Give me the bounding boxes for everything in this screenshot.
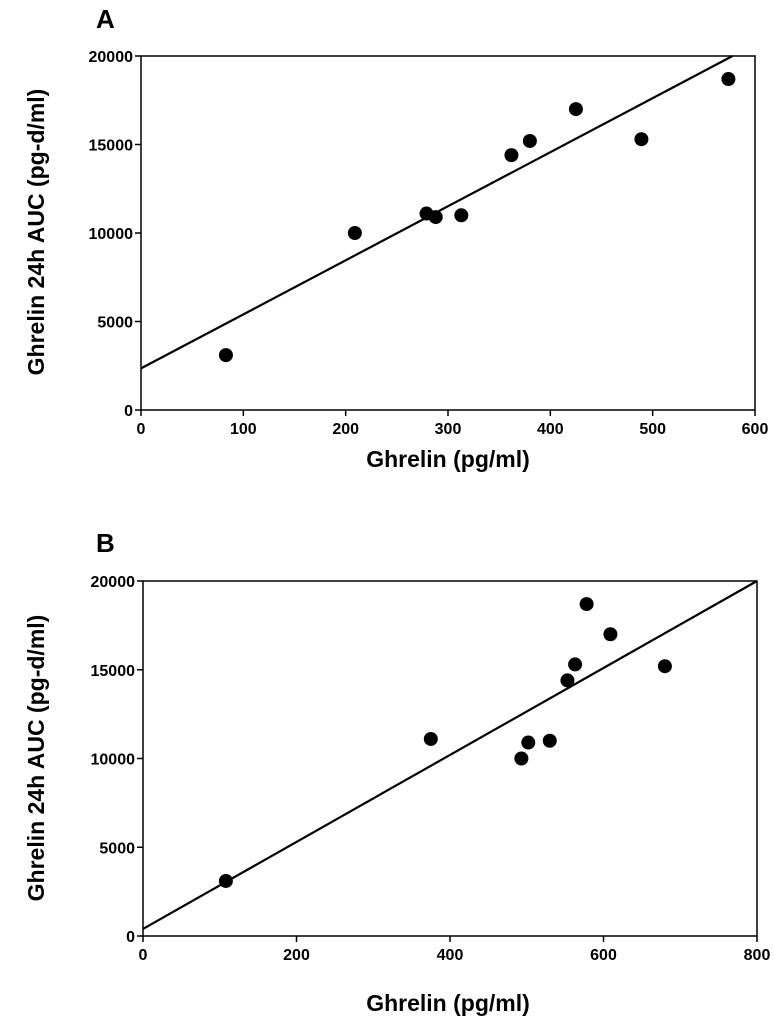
- panel-a-y-tick-label: 0: [124, 403, 133, 420]
- panel-a-data-point: [347, 226, 362, 240]
- panel-b-x-tick-label: 800: [744, 947, 771, 964]
- panel-a-x-tick-label: 100: [230, 421, 257, 438]
- panel-b-data-point: [542, 733, 557, 748]
- panel-a-x-tick-label: 300: [435, 421, 462, 438]
- panel-a: A 0 100 200 300 400 500 600 0 5000 10000 15000 200…: [23, 4, 768, 472]
- panel-a-data-point: [634, 132, 649, 147]
- panel-b-data-point: [423, 731, 438, 746]
- panel-b-y-ticks: 0 5000 10000 15000 20000: [91, 574, 143, 946]
- panel-b-x-tick-label: 400: [437, 947, 464, 964]
- panel-b-x-tick-label: 600: [590, 947, 617, 964]
- panel-b-y-tick-label: 0: [126, 929, 135, 946]
- panel-a-frame: [140, 55, 756, 411]
- panel-a-data-point: [504, 148, 519, 163]
- panel-a-data-point: [568, 102, 583, 117]
- panel-a-data-point: [721, 72, 736, 87]
- panel-a-x-tick-label: 400: [537, 421, 564, 438]
- panel-a-x-tick-label: 500: [639, 421, 666, 438]
- panel-b-data-point: [568, 657, 583, 672]
- panel-a-y-tick-label: 15000: [89, 138, 134, 155]
- panel-b: B 0 200 400 600 800 0 5000 10000 15000 20000 Ghr…: [23, 528, 770, 1016]
- panel-a-y-axis-title: Ghrelin 24h AUC (pg-d/ml): [23, 89, 49, 376]
- panel-b-points: [218, 597, 672, 888]
- panel-b-data-point: [579, 597, 594, 612]
- panel-b-label: B: [96, 528, 115, 558]
- panel-b-y-axis-title: Ghrelin 24h AUC (pg-d/ml): [23, 615, 49, 902]
- panel-b-data-point: [521, 735, 536, 750]
- panel-a-y-tick-label: 20000: [89, 49, 134, 66]
- panel-a-points: [218, 72, 736, 363]
- panel-b-data-point: [514, 751, 529, 766]
- panel-a-data-point: [218, 348, 233, 363]
- panel-b-y-tick-label: 10000: [91, 752, 136, 769]
- panel-a-x-ticks: 0 100 200 300 400 500 600: [137, 410, 769, 438]
- panel-b-x-tick-label: 0: [139, 947, 148, 964]
- panel-a-data-point: [454, 208, 469, 223]
- panel-a-x-tick-label: 600: [742, 421, 769, 438]
- panel-b-data-point: [560, 673, 575, 688]
- panel-a-x-tick-label: 0: [137, 421, 146, 438]
- panel-b-x-ticks: 0 200 400 600 800: [139, 936, 771, 964]
- panel-b-y-tick-label: 15000: [91, 663, 136, 680]
- panel-a-x-axis-title: Ghrelin (pg/ml): [366, 446, 530, 472]
- panel-a-y-ticks: 0 5000 10000 15000 20000: [89, 49, 141, 420]
- panel-a-data-point: [522, 133, 537, 148]
- panel-b-y-tick-label: 5000: [99, 840, 135, 857]
- panel-b-fit-line: [142, 580, 758, 930]
- panel-b-data-point: [657, 659, 672, 674]
- panel-a-label: A: [96, 4, 115, 34]
- panel-b-data-point: [603, 627, 618, 642]
- panel-b-x-tick-label: 200: [283, 947, 310, 964]
- panel-b-y-tick-label: 20000: [91, 574, 136, 591]
- panel-a-y-tick-label: 5000: [97, 315, 133, 332]
- panel-a-data-point: [428, 210, 443, 225]
- panel-a-y-tick-label: 10000: [89, 226, 134, 243]
- panel-b-x-axis-title: Ghrelin (pg/ml): [366, 990, 530, 1016]
- panel-b-data-point: [218, 873, 233, 888]
- panel-a-x-tick-label: 200: [332, 421, 359, 438]
